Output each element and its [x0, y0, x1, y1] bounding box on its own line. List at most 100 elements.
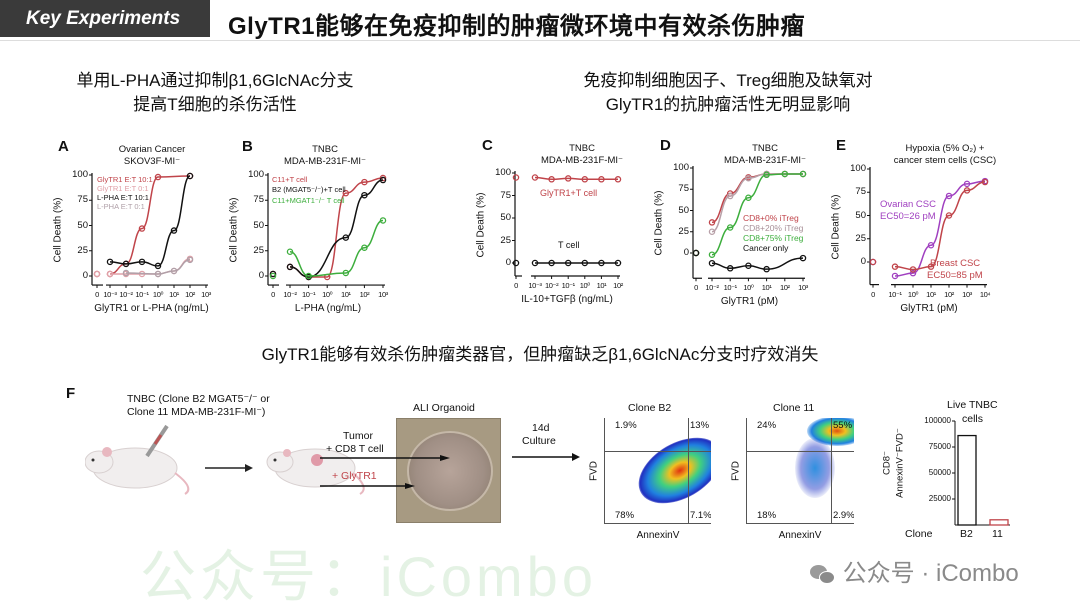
panel-label-A: A — [58, 138, 69, 155]
series-curve-A-2 — [109, 175, 191, 267]
middle-caption: GlyTR1能够有效杀伤肿瘤类器官，但肿瘤缺乏β1,6GlcNAc分支时疗效消失 — [261, 345, 819, 364]
legend-A-1: GlyTR1 E:T 0:1 — [97, 184, 149, 193]
chart-title-line2: MDA-MB-231F-MI⁻ — [283, 156, 367, 167]
series-curve-D-3 — [711, 257, 804, 270]
data-point — [342, 234, 350, 241]
data-point — [138, 258, 146, 266]
data-point — [186, 172, 194, 180]
data-point — [512, 259, 520, 267]
legend-E-1: Breast CSC — [930, 258, 981, 269]
panel-label-F: F — [66, 385, 76, 402]
bar-xlabel: Clone — [905, 528, 933, 540]
chart-A — [89, 172, 208, 289]
key-experiments-tag: Key Experiments — [0, 0, 210, 37]
glytr1-label: + GlyTR1 — [332, 470, 377, 482]
bar-y-tick-label: 25000 — [928, 494, 951, 503]
panel-label-D: D — [660, 137, 671, 154]
x-tick-label: 10⁰ — [152, 290, 164, 300]
x-tick-label: 10⁻² — [705, 283, 719, 293]
data-point — [708, 259, 716, 267]
data-point — [708, 219, 716, 226]
legend-E-0: Ovarian CSC — [880, 199, 936, 210]
organoid-label: ALI Organoid — [413, 402, 475, 414]
data-point — [981, 178, 989, 186]
x-axis-label: GlyTR1 (pM) — [900, 302, 958, 314]
legend-D-2: CD8+75% iTreg — [743, 233, 804, 243]
data-point — [186, 256, 194, 264]
q-ur-b2: 13% — [690, 420, 710, 431]
model-label-line1: TNBC (Clone B2 MGAT5⁻/⁻ or — [127, 393, 270, 405]
y-tick-label: 25 — [77, 244, 88, 256]
x-tick-label: 10² — [359, 290, 370, 300]
x-tick-label: 10⁻¹ — [888, 289, 902, 299]
data-point — [269, 270, 277, 278]
data-point — [170, 267, 178, 275]
mouse-icon — [85, 447, 190, 495]
x-tick-label: 0 — [271, 290, 275, 300]
y-tick-label: 50 — [253, 219, 264, 231]
wechat-icon — [810, 564, 836, 585]
x-tick-label: 10¹ — [761, 283, 772, 293]
bar-B2 — [957, 434, 977, 526]
data-point — [269, 272, 277, 280]
data-point — [726, 265, 734, 272]
legend-D-1: CD8+20% iTreg — [743, 223, 804, 233]
x-axis-label: IL-10+TGFβ (ng/mL) — [521, 294, 613, 305]
data-point — [708, 251, 716, 258]
data-point — [927, 263, 935, 270]
data-point — [305, 272, 312, 280]
data-point — [581, 259, 589, 267]
chart-B — [265, 173, 387, 289]
x-tick-label: 10¹ — [340, 290, 351, 300]
culture-label-line2: Culture — [522, 435, 556, 447]
bar-11 — [989, 519, 1009, 526]
x-tick-label: 10² — [944, 289, 954, 299]
data-point — [361, 244, 368, 251]
chart-title-line1: TNBC — [569, 143, 595, 154]
q-lr-b2: 7.1% — [690, 510, 711, 521]
legend-A-2: L-PHA E:T 10:1 — [97, 193, 149, 202]
bar-y-tick-label: 75000 — [928, 442, 951, 451]
data-point — [598, 259, 605, 267]
y-tick-label: 100 — [673, 162, 689, 173]
flow-xlabel-b2: AnnexinV — [636, 530, 680, 541]
x-tick-label: 10⁰ — [579, 281, 591, 290]
y-tick-label: 75 — [500, 189, 511, 201]
data-point — [106, 270, 114, 278]
y-axis-label: Cell Death (%) — [653, 190, 665, 256]
data-point — [564, 175, 572, 182]
y-tick-label: 50 — [855, 209, 866, 221]
data-point — [379, 217, 387, 224]
panel-label-B: B — [242, 138, 253, 155]
data-point — [531, 259, 539, 267]
header-divider — [0, 40, 1080, 41]
y-tick-label: 0 — [258, 270, 264, 281]
x-tick-label: 10⁰ — [322, 290, 333, 300]
bar-ylabel-1: CD8⁻ — [881, 450, 893, 476]
data-point — [763, 171, 770, 179]
y-tick-label: 25 — [500, 234, 511, 246]
data-point — [361, 191, 368, 199]
left-subtitle-line2: 提高T细胞的杀伤活性 — [133, 95, 297, 114]
x-axis-label: GlyTR1 (pM) — [720, 296, 779, 308]
x-tick-label: 10⁰ — [743, 283, 754, 293]
chart-C — [512, 171, 622, 279]
y-tick-label: 0 — [683, 247, 689, 258]
panel-label-E: E — [836, 137, 847, 154]
q-ul-b2: 1.9% — [615, 420, 637, 431]
data-point — [286, 263, 294, 271]
bar-category-label: B2 — [960, 528, 973, 540]
data-point — [692, 249, 700, 257]
x-tick-label: 0 — [871, 289, 875, 299]
mouse-injection-illustration — [85, 424, 365, 495]
legend-A-0: GlyTR1 E:T 10:1 — [97, 175, 153, 184]
data-point — [548, 259, 555, 267]
legend-B-0: C11+T cell — [272, 175, 308, 184]
y-tick-label: 100 — [850, 163, 866, 174]
ec50-E-0: EC50=26 pM — [880, 211, 936, 222]
data-point — [726, 224, 734, 231]
data-point — [106, 258, 114, 266]
y-tick-label: 0 — [82, 270, 88, 281]
tumor-label-line2: + CD8 T cell — [326, 443, 384, 455]
chart-title-line2: cancer stem cells (CSC) — [893, 155, 997, 166]
